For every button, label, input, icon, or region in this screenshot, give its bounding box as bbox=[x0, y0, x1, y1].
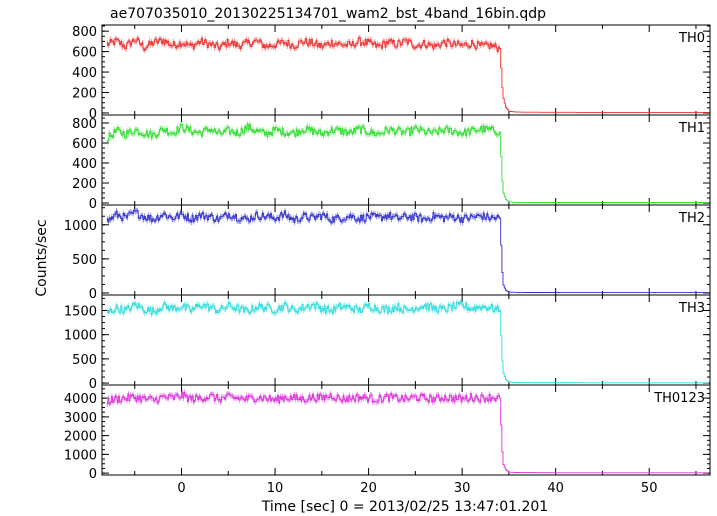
y-tick-label: 800 bbox=[72, 117, 97, 132]
chart-title: ae707035010_20130225134701_wam2_bst_4ban… bbox=[110, 6, 546, 22]
panel-th0: 0 200 400 600 800 TH0 bbox=[72, 24, 711, 122]
y-tick-label: 0 bbox=[89, 287, 97, 302]
y-tick-label: 0 bbox=[89, 377, 97, 392]
panel-stack: 0 200 400 600 800 TH0 0 200 400 600 800 TH1 0 500 1000… bbox=[64, 24, 711, 482]
y-tick-label: 0 bbox=[89, 107, 97, 122]
panel-th2: 0 500 1000 TH2 bbox=[64, 204, 711, 302]
y-axis-label: Counts/sec bbox=[34, 219, 50, 296]
y-tick-label: 800 bbox=[72, 25, 97, 40]
panel-label: TH0 bbox=[678, 31, 705, 46]
panel-th3: 0 500 1000 1500 TH3 bbox=[64, 294, 711, 392]
panel-frame bbox=[101, 24, 711, 116]
y-tick-label: 4000 bbox=[64, 392, 97, 407]
series-line-th0 bbox=[106, 37, 709, 113]
panel-label: TH3 bbox=[678, 301, 705, 316]
panel-th1: 0 200 400 600 800 TH1 bbox=[72, 114, 711, 212]
x-tick-label: 20 bbox=[360, 481, 377, 496]
panel-frame bbox=[101, 114, 711, 206]
x-tick-label: 0 bbox=[177, 481, 185, 496]
x-tick-label: 30 bbox=[454, 481, 471, 496]
panel-th0123: 0 1000 2000 3000 4000 TH0123 bbox=[64, 384, 711, 482]
panel-label: TH1 bbox=[678, 121, 705, 136]
series-line-th0123 bbox=[106, 391, 709, 474]
y-tick-label: 0 bbox=[89, 197, 97, 212]
y-tick-label: 2000 bbox=[64, 430, 97, 445]
panel-frame bbox=[101, 384, 711, 476]
x-axis-label: Time [sec] 0 = 2013/02/25 13:47:01.201 bbox=[261, 499, 548, 515]
series-error-bars bbox=[107, 34, 500, 55]
x-tick-label: 50 bbox=[641, 481, 658, 496]
y-tick-label: 1000 bbox=[64, 219, 97, 234]
x-tick-label: 40 bbox=[547, 481, 564, 496]
y-tick-label: 1000 bbox=[64, 448, 97, 463]
y-tick-label: 0 bbox=[89, 467, 97, 482]
series-line-th1 bbox=[106, 123, 709, 203]
y-tick-label: 600 bbox=[72, 137, 97, 152]
y-tick-label: 400 bbox=[72, 66, 97, 81]
y-tick-label: 1000 bbox=[64, 329, 97, 344]
panel-label: TH0123 bbox=[653, 391, 705, 406]
y-tick-label: 200 bbox=[72, 87, 97, 102]
y-tick-label: 1500 bbox=[64, 304, 97, 319]
y-tick-label: 500 bbox=[72, 353, 97, 368]
y-tick-label: 3000 bbox=[64, 411, 97, 426]
x-tick-label: 10 bbox=[267, 481, 284, 496]
panel-label: TH2 bbox=[678, 211, 705, 226]
series-line-th3 bbox=[106, 301, 709, 384]
y-tick-label: 600 bbox=[72, 46, 97, 61]
series-line-th2 bbox=[106, 209, 709, 294]
y-tick-label: 400 bbox=[72, 157, 97, 172]
x-axis: 0 10 20 30 40 50 bbox=[177, 481, 657, 496]
y-tick-label: 200 bbox=[72, 177, 97, 192]
y-tick-label: 500 bbox=[72, 253, 97, 268]
